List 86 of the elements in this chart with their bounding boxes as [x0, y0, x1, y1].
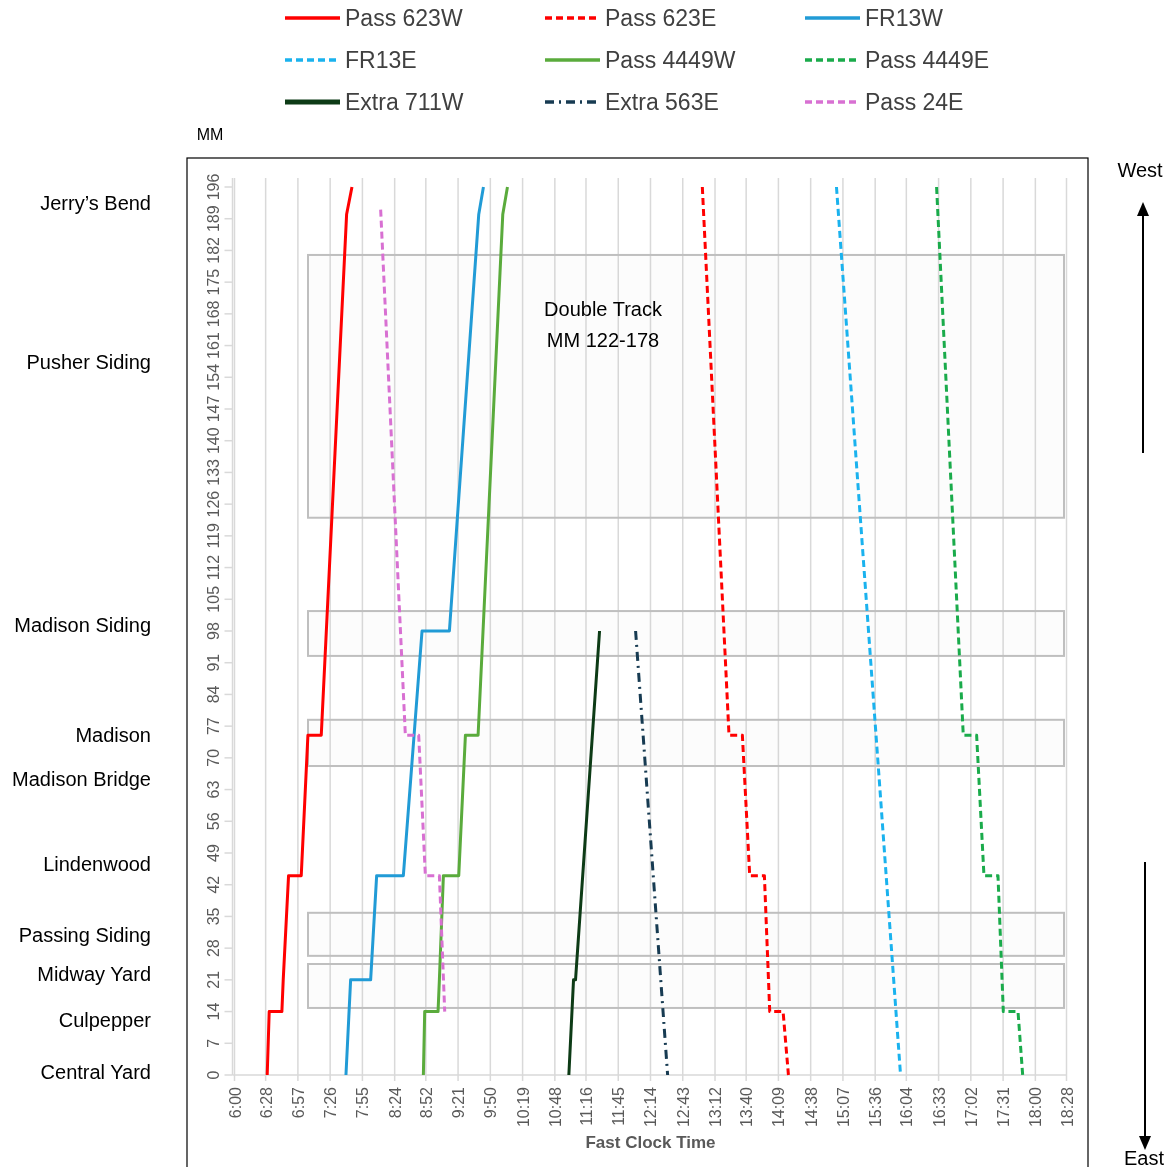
x-tick-label: 7:26: [322, 1086, 340, 1119]
text: Madison Bridge: [12, 768, 151, 790]
legend-label: FR13E: [345, 47, 417, 73]
legend-label: Extra 563E: [605, 89, 719, 115]
y-tick-label: 105: [204, 585, 222, 613]
text: East: [1123, 1147, 1165, 1167]
x-tick-label: 17:31: [995, 1086, 1013, 1128]
y-tick-label: 112: [204, 554, 222, 581]
y-tick-label: 91: [204, 653, 222, 672]
text: Culpepper: [58, 1009, 152, 1031]
line-series: [379, 208, 447, 1014]
y-tick-label: 119: [204, 523, 222, 549]
text: Madison Siding: [14, 614, 151, 636]
x-tick-label: 10:48: [546, 1086, 564, 1128]
x-tick-label: 8:52: [417, 1086, 435, 1119]
x-tick-label: 16:33: [930, 1086, 948, 1128]
x-tick-label: 14:38: [802, 1086, 820, 1128]
y-tick-label: 21: [204, 970, 222, 989]
x-axis-title: Fast Clock Time: [585, 1133, 716, 1152]
y-tick-label: 140: [204, 427, 222, 455]
x-tick-label: 12:43: [674, 1086, 692, 1128]
x-tick-label: 14:09: [770, 1086, 788, 1128]
band-label: Double Track MM 122-178: [544, 298, 663, 352]
legend-label: Pass 4449E: [865, 47, 990, 73]
x-tick-label: 8:24: [386, 1086, 404, 1119]
legend-label: FR13W: [865, 5, 944, 31]
x-tick-label: 15:07: [834, 1086, 852, 1128]
text: Central Yard: [40, 1061, 151, 1083]
y-tick-label: 63: [204, 780, 222, 799]
text: West: [1117, 159, 1164, 181]
y-tick-label: 42: [204, 875, 222, 894]
y-axis-title: MM: [196, 126, 224, 143]
line-series: [421, 185, 509, 1077]
legend-label: Pass 24E: [865, 89, 964, 115]
x-tick-label: 6:28: [257, 1086, 275, 1119]
line-series: [265, 185, 354, 1077]
legend-label: Extra 711W: [345, 89, 464, 115]
line-series: [935, 185, 1025, 1077]
y-tick-label: 56: [204, 812, 222, 831]
text: Jerry’s Bend: [40, 192, 151, 214]
legend-label: Pass 623W: [345, 5, 463, 31]
x-tick-label: 13:12: [707, 1086, 725, 1128]
text: Lindenwood: [43, 853, 151, 875]
x-tick-label: 6:00: [226, 1086, 244, 1119]
y-tick-label: 0: [204, 1070, 222, 1080]
legend-label: Pass 623E: [605, 5, 717, 31]
x-tick-label: 9:21: [450, 1086, 468, 1119]
y-tick-label: 84: [204, 685, 222, 704]
y-tick-label: 49: [204, 844, 222, 862]
y-tick-label: 154: [204, 363, 222, 391]
x-tick-label: 16:04: [898, 1086, 916, 1128]
text: Midway Yard: [37, 963, 151, 985]
y-tick-label: 35: [204, 907, 222, 926]
y-tick-label: 7: [204, 1038, 222, 1048]
y-tick-label: 133: [204, 458, 222, 486]
y-tick-label: 189: [204, 205, 222, 233]
text: Passing Siding: [18, 924, 151, 946]
x-tick-label: 18:28: [1058, 1086, 1076, 1128]
x-tick-label: 12:14: [642, 1086, 660, 1128]
y-tick-label: 98: [204, 622, 222, 640]
x-tick-label: 15:36: [867, 1086, 885, 1128]
x-tick-label: 11:16: [577, 1086, 595, 1126]
x-tick-label: 18:00: [1027, 1086, 1045, 1128]
x-tick-label: 11:45: [610, 1086, 628, 1126]
line-series: [700, 185, 790, 1077]
y-tick-label: 182: [204, 236, 222, 264]
y-tick-label: 168: [204, 300, 222, 328]
y-tick-label: 14: [204, 1002, 222, 1021]
y-tick-label: 70: [204, 748, 222, 767]
line-series: [344, 185, 485, 1077]
text: Pusher Siding: [26, 351, 151, 373]
x-tick-label: 17:02: [962, 1086, 980, 1128]
y-tick-label: 126: [204, 490, 222, 518]
x-tick-label: 7:55: [354, 1086, 372, 1119]
x-tick-label: 9:50: [482, 1086, 500, 1119]
x-tick-label: 10:19: [514, 1086, 532, 1128]
y-tick-label: 161: [204, 332, 222, 359]
x-tick-label: 13:40: [738, 1086, 756, 1128]
y-tick-label: 147: [204, 395, 222, 423]
y-tick-label: 77: [204, 717, 222, 736]
x-tick-label: 6:57: [289, 1086, 307, 1119]
y-tick-label: 175: [204, 268, 222, 296]
y-tick-label: 196: [204, 173, 222, 201]
text: Madison: [75, 724, 151, 746]
y-tick-label: 28: [204, 939, 222, 958]
legend-label: Pass 4449W: [605, 47, 736, 73]
